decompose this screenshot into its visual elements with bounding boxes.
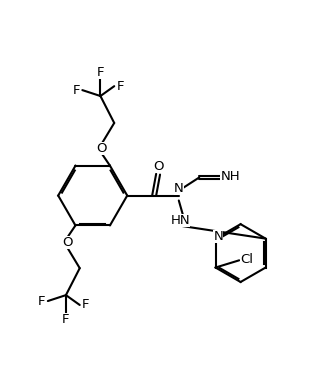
Text: O: O (153, 161, 164, 174)
Text: Cl: Cl (240, 253, 253, 266)
Text: O: O (62, 236, 73, 249)
Text: F: F (82, 299, 89, 311)
Text: N: N (213, 231, 223, 243)
Text: HN: HN (170, 214, 190, 227)
Text: F: F (97, 65, 104, 79)
Text: F: F (38, 294, 46, 308)
Text: HN: HN (170, 214, 190, 227)
Text: F: F (62, 313, 70, 325)
Text: F: F (73, 84, 80, 97)
Text: N: N (174, 182, 184, 195)
Text: NH: NH (220, 170, 240, 183)
Text: O: O (96, 142, 107, 155)
Text: F: F (116, 80, 124, 93)
